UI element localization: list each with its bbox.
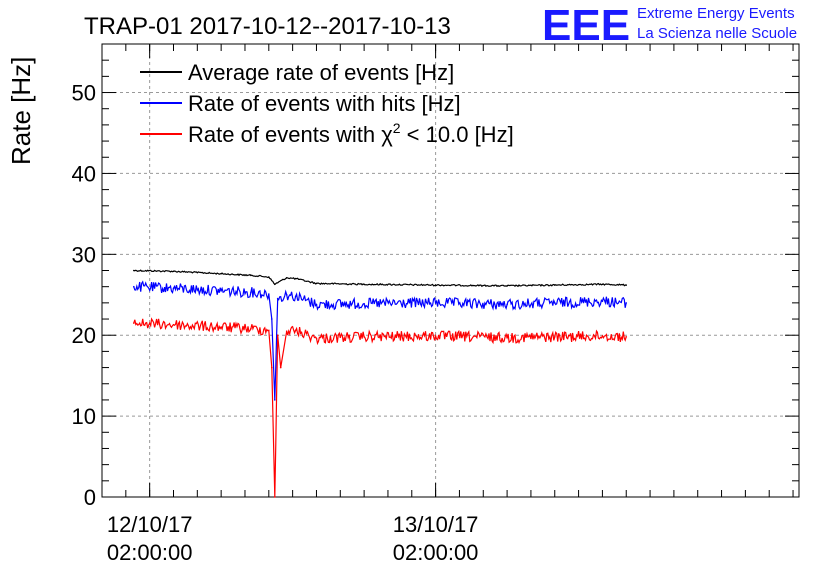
data-point-average — [315, 282, 318, 285]
legend-chi2-sup: 2 — [393, 120, 401, 136]
x-tick-label-time: 02:00:00 — [393, 540, 479, 565]
legend-label-hits: Rate of events with hits [Hz] — [188, 91, 461, 116]
data-point-average — [294, 277, 297, 280]
data-point-average — [285, 277, 288, 279]
data-point-hits — [294, 295, 297, 298]
legend: Average rate of events [Hz] Rate of even… — [140, 60, 514, 147]
x-tick-label-time: 02:00:00 — [107, 540, 193, 565]
data-point-average — [133, 269, 135, 272]
data-point-chi2 — [506, 336, 508, 339]
data-point-chi2 — [279, 366, 282, 369]
data-point-chi2 — [315, 337, 318, 340]
data-point-average — [601, 283, 604, 286]
tick-layer: 0 10 20 30 40 50 12/10/17 02:00:00 13/10/17 02:00… — [72, 43, 799, 565]
data-point-hits — [315, 303, 318, 306]
data-point-average — [434, 284, 437, 286]
legend-chi2-suffix: < 10.0 [Hz] — [401, 122, 514, 147]
data-point-hits — [274, 399, 276, 401]
data-point-chi2 — [625, 336, 627, 338]
data-point-hits — [554, 302, 556, 304]
data-point-chi2 — [172, 323, 175, 326]
y-axis-label: Rate [Hz] — [6, 57, 36, 165]
legend-chi2-prefix: Rate of events with χ — [188, 122, 393, 147]
data-point-hits — [133, 285, 135, 288]
data-point-hits — [434, 302, 437, 304]
y-tick-label: 40 — [72, 161, 96, 186]
x-tick-label-date: 12/10/17 — [107, 512, 193, 537]
data-point-chi2 — [294, 329, 297, 332]
data-point-hits — [363, 302, 365, 305]
data-point-chi2 — [274, 496, 276, 498]
data-point-average — [363, 283, 365, 286]
data-point-average — [268, 276, 270, 278]
series-line-chi2 — [133, 317, 627, 498]
y-tick-label: 30 — [72, 242, 96, 267]
data-point-hits — [268, 293, 270, 295]
series-line-hits — [133, 280, 627, 400]
y-tick-label: 50 — [72, 81, 96, 106]
y-tick-label: 20 — [72, 323, 96, 348]
data-point-hits — [271, 318, 273, 320]
y-tick-label: 10 — [72, 404, 96, 429]
data-point-chi2 — [434, 335, 437, 337]
data-point-chi2 — [271, 366, 273, 369]
org-name-line1: Extreme Energy Events — [637, 5, 795, 22]
data-point-average — [220, 272, 222, 275]
data-point-hits — [220, 289, 222, 292]
series-line-average — [133, 269, 627, 288]
legend-label-chi2: Rate of events with χ2 < 10.0 [Hz] — [188, 120, 514, 147]
data-point-chi2 — [250, 327, 252, 330]
data-point-hits — [172, 287, 175, 290]
data-point-average — [274, 283, 276, 286]
eee-logo: EEE — [542, 1, 630, 50]
series-layer — [133, 269, 627, 498]
data-point-average — [172, 270, 175, 273]
data-point-average — [250, 274, 252, 277]
data-point-chi2 — [220, 326, 222, 328]
legend-label-average: Average rate of events [Hz] — [188, 60, 454, 85]
data-point-hits — [285, 294, 288, 296]
data-point-chi2 — [276, 334, 279, 337]
y-tick-label: 0 — [84, 485, 96, 510]
data-point-average — [506, 285, 508, 287]
data-point-chi2 — [268, 329, 270, 332]
org-name-line2: La Scienza nelle Scuole — [637, 25, 797, 42]
data-point-chi2 — [554, 336, 556, 338]
data-point-hits — [250, 291, 252, 294]
chart-title: TRAP-01 2017-10-12--2017-10-13 — [84, 13, 451, 40]
data-point-hits — [276, 298, 279, 300]
data-point-hits — [625, 302, 627, 304]
data-point-chi2 — [363, 336, 365, 338]
data-point-chi2 — [285, 330, 288, 333]
x-tick-label-date: 13/10/17 — [393, 512, 479, 537]
data-point-chi2 — [601, 335, 604, 337]
data-point-average — [554, 284, 556, 286]
data-point-average — [625, 284, 627, 286]
data-point-hits — [601, 300, 604, 303]
data-point-hits — [506, 303, 508, 306]
data-point-chi2 — [133, 322, 135, 324]
